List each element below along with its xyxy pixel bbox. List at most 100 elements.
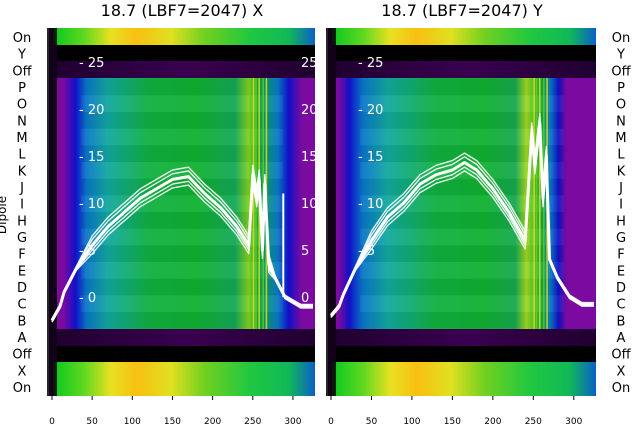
y-category-label: I xyxy=(20,198,24,213)
x-tick-label: 50 xyxy=(86,417,98,427)
heatmap-edge xyxy=(326,28,336,396)
y-category-label: D xyxy=(17,281,27,296)
heatmap-row xyxy=(360,95,564,112)
y-category-label: Off xyxy=(611,348,631,363)
heatmap-row xyxy=(360,145,564,162)
y-category-label: On xyxy=(612,31,630,46)
y-category-label: E xyxy=(18,264,26,279)
x-tick-label: 100 xyxy=(403,417,420,427)
heatmap-row xyxy=(360,112,564,129)
heatmap-row xyxy=(80,162,284,179)
heatmap-off-row-bottom xyxy=(336,329,596,346)
y-category-label: P xyxy=(18,81,26,96)
y-category-label: B xyxy=(18,314,27,329)
heatmap-streak xyxy=(538,78,541,346)
y-category-label: H xyxy=(17,214,27,229)
heatmap-row xyxy=(360,178,564,196)
inner-tick-label-right: 10 xyxy=(301,197,318,212)
y-category-label: C xyxy=(616,298,625,313)
heatmap-on-row-bottom xyxy=(332,362,596,396)
inner-tick-label: - 0 xyxy=(79,291,96,306)
y-category-label: J xyxy=(618,181,623,196)
y-category-label: L xyxy=(18,148,26,163)
y-category-label: X xyxy=(617,364,626,379)
heatmap-row xyxy=(360,128,564,146)
x-tick-label: 100 xyxy=(124,417,141,427)
heatmap-row xyxy=(80,112,284,129)
heatmap-dark-row-bottom xyxy=(57,346,315,362)
y-category-label: N xyxy=(17,114,27,129)
heatmap-row xyxy=(360,262,564,279)
y-category-label: P xyxy=(617,81,625,96)
inner-tick-label: - 10 xyxy=(358,197,383,212)
x-tick-label: 200 xyxy=(204,417,221,427)
heatmap-streak xyxy=(543,78,545,346)
overlay-line-trace xyxy=(330,130,594,318)
heatmap-row xyxy=(80,312,284,329)
chart-panel-y: 18.7 (LBF7=2047) Y- 25- 20- 15- 10- 5OnY… xyxy=(326,1,632,427)
chart-title: 18.7 (LBF7=2047) Y xyxy=(381,1,543,20)
y-category-label: A xyxy=(18,331,27,346)
x-tick-label: 0 xyxy=(49,417,55,427)
heatmap-row xyxy=(80,262,284,279)
y-category-label: O xyxy=(17,98,27,113)
heatmap-row xyxy=(360,228,564,246)
y-category-label: N xyxy=(616,114,626,129)
y-category-label: X xyxy=(18,364,27,379)
inner-tick-label: - 25 xyxy=(79,56,104,71)
y-category-label: Off xyxy=(611,64,631,79)
heatmap-row xyxy=(80,95,284,112)
inner-tick-label: - 15 xyxy=(79,150,104,165)
inner-tick-label-right: 20 xyxy=(301,103,318,118)
heatmap-row xyxy=(360,162,564,179)
heatmap-streak xyxy=(255,78,257,346)
heatmap-streak xyxy=(533,78,535,346)
y-category-label: On xyxy=(13,381,31,396)
x-tick-label: 150 xyxy=(444,417,461,427)
inner-tick-label-right: 15 xyxy=(301,150,318,165)
overlay-line-trace xyxy=(51,178,313,322)
heatmap-row xyxy=(80,145,284,162)
inner-tick-label: - 15 xyxy=(358,150,383,165)
x-tick-label: 50 xyxy=(366,417,378,427)
heatmap-dark-row-bottom xyxy=(336,346,596,362)
x-tick-label: 300 xyxy=(284,417,301,427)
y-category-label: F xyxy=(18,248,25,263)
inner-tick-label: - 10 xyxy=(79,197,104,212)
y-category-label: M xyxy=(615,131,626,146)
heatmap-row xyxy=(360,245,564,262)
heatmap-row xyxy=(80,295,284,312)
heatmap-on-row-top xyxy=(332,28,596,45)
heatmap-on-row-bottom xyxy=(53,362,315,396)
heatmap-edge xyxy=(47,28,57,396)
x-tick-label: 150 xyxy=(164,417,181,427)
heatmap-row xyxy=(360,295,564,312)
y-category-label: M xyxy=(16,131,27,146)
heatmap-row xyxy=(360,312,564,329)
y-category-label: B xyxy=(617,314,626,329)
heatmap-off-row-bottom xyxy=(57,329,315,346)
y-category-label: K xyxy=(18,164,27,179)
heatmap-row xyxy=(80,245,284,262)
inner-tick-label: - 25 xyxy=(358,56,383,71)
y-category-label: G xyxy=(616,231,626,246)
chart-title: 18.7 (LBF7=2047) X xyxy=(101,1,264,20)
x-tick-label: 300 xyxy=(565,417,582,427)
y-category-label: J xyxy=(19,181,24,196)
inner-tick-label-right: 0 xyxy=(301,291,309,306)
x-tick-label: 250 xyxy=(244,417,261,427)
x-tick-label: 0 xyxy=(328,417,334,427)
y-category-label: H xyxy=(616,214,626,229)
heatmap-off-row-top xyxy=(336,61,596,78)
heatmap-streak xyxy=(252,78,255,346)
y-category-label: Off xyxy=(12,64,32,79)
y-category-label: F xyxy=(617,248,624,263)
heatmap-row xyxy=(80,178,284,196)
y-axis-label: Dipole xyxy=(0,196,9,234)
y-category-label: G xyxy=(17,231,27,246)
heatmap-row xyxy=(80,228,284,246)
heatmap-dark-row-top xyxy=(336,45,596,61)
heatmap-row xyxy=(360,78,564,96)
heatmap-row xyxy=(80,78,284,96)
